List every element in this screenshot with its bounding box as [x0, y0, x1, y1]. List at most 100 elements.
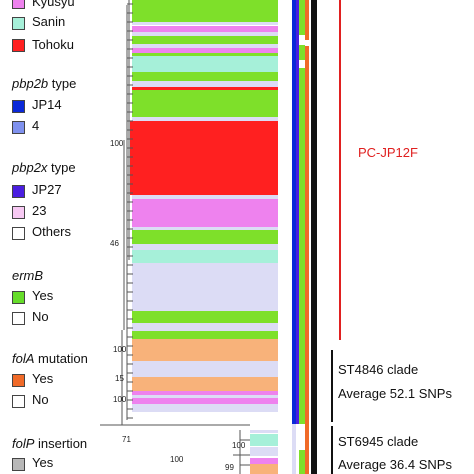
legend-swatch-kyusyu — [12, 0, 25, 9]
legend-label-ermb-yes: Yes — [32, 288, 54, 303]
column-gap — [305, 40, 309, 46]
legend-title-folp: folP insertion — [12, 436, 87, 451]
legend-label-pbp2x-jp27: JP27 — [32, 182, 62, 197]
legend-label-pbp2b-4: 4 — [32, 118, 40, 133]
legend-title-ermb-gene: ermB — [12, 268, 44, 283]
isolate-band — [132, 230, 278, 244]
isolate-band — [132, 250, 278, 263]
bootstrap-label: 71 — [122, 435, 131, 444]
isolate-band — [132, 56, 278, 72]
clade-column — [311, 0, 317, 424]
isolate-band — [130, 121, 278, 195]
isolate-band — [132, 301, 278, 311]
legend-title-pbp2x: pbp2x type — [12, 160, 76, 175]
isolate-band — [250, 464, 278, 474]
legend-title-pbp2x-rest: type — [47, 160, 76, 175]
clade-label-st4846-name: ST4846 clade — [338, 362, 419, 377]
clade-bar-st6945 — [331, 426, 333, 474]
legend-title-fola: folA mutation — [12, 351, 88, 366]
bootstrap-label: 15 — [115, 374, 124, 383]
isolate-band — [132, 48, 278, 53]
isolate-band — [132, 395, 278, 398]
isolate-band — [132, 277, 278, 301]
isolate-band — [132, 195, 278, 199]
isolate-band — [132, 339, 278, 361]
isolate-band — [132, 0, 278, 22]
clade-label-st6945-snps: Average 36.4 SNPs — [338, 457, 452, 472]
legend-title-pbp2b: pbp2b type — [12, 76, 76, 91]
legend-title-fola-rest: mutation — [34, 351, 88, 366]
legend-label-folp-yes: Yes — [32, 455, 54, 470]
pbp2x-column — [296, 0, 299, 424]
legend-label-pbp2x-23: 23 — [32, 203, 47, 218]
legend-label-tohoku: Tohoku — [32, 37, 74, 52]
isolate-band — [132, 199, 278, 227]
pbp2x-column-lower — [296, 424, 299, 474]
isolate-band — [132, 87, 278, 90]
isolate-band — [132, 90, 278, 95]
legend-swatch-folp-yes — [12, 458, 25, 471]
legend-title-pbp2b-rest: type — [48, 76, 77, 91]
bootstrap-labels: 100 46 100 15 100 71 100 100 99 — [110, 139, 246, 472]
isolate-band — [132, 377, 278, 391]
legend-label-pbp2x-others: Others — [32, 224, 72, 239]
legend-title-folp-gene: folP — [12, 436, 35, 451]
bootstrap-label: 100 — [113, 345, 127, 354]
fola-column — [305, 0, 309, 424]
isolate-band — [132, 117, 278, 121]
bootstrap-label: 46 — [110, 239, 119, 248]
legend-swatch-pbp2x-jp27 — [12, 185, 25, 198]
isolate-band — [132, 404, 278, 410]
isolate-band — [132, 323, 278, 331]
isolate-band — [132, 53, 278, 56]
legend-title-pbp2x-gene: pbp2x — [12, 160, 48, 175]
clade-bars — [331, 0, 341, 474]
isolate-band — [132, 311, 278, 323]
legend-label-fola-yes: Yes — [32, 371, 54, 386]
clade-column-lower — [311, 424, 317, 474]
legend-swatch-pbp2b-jp14 — [12, 100, 25, 113]
legend-label-sanin: Sanin — [32, 14, 66, 29]
legend-title-fola-gene: folA — [12, 351, 35, 366]
column-gap — [299, 35, 305, 45]
bootstrap-label: 100 — [232, 441, 246, 450]
isolate-band — [250, 430, 278, 433]
isolate-band — [132, 373, 278, 377]
isolate-band — [132, 263, 278, 267]
isolate-band — [132, 391, 278, 395]
legend-swatch-fola-no — [12, 395, 25, 408]
isolate-band — [132, 26, 278, 32]
clade-bar-pc-jp12f — [339, 0, 341, 340]
legend-title-pbp2b-gene: pbp2b — [12, 76, 49, 91]
legend-swatch-tohoku — [12, 39, 25, 52]
legend-swatch-pbp2x-others — [12, 227, 25, 240]
legend-swatch-fola-yes — [12, 374, 25, 387]
isolate-band — [132, 95, 278, 117]
legend-title-ermb: ermB — [12, 268, 43, 283]
tree-branches — [100, 0, 250, 474]
legend-label-kyusyu: Kyusyu — [32, 0, 75, 9]
pbp2b-column-lower — [292, 424, 296, 474]
isolate-band — [250, 434, 278, 446]
trait-columns — [292, 0, 317, 474]
ermb-column — [299, 0, 305, 424]
bootstrap-label: 99 — [225, 463, 234, 472]
clade-label-st6945-name: ST6945 clade — [338, 434, 419, 449]
isolate-band — [132, 44, 278, 48]
isolate-band — [132, 244, 278, 250]
isolate-band — [132, 331, 278, 339]
bootstrap-label: 100 — [113, 395, 127, 404]
legend-label-fola-no: No — [32, 392, 49, 407]
pbp2b-column — [292, 0, 296, 424]
legend-swatch-sanin — [12, 17, 25, 30]
isolate-bands — [130, 0, 278, 474]
clade-bar-st4846 — [331, 350, 333, 422]
fola-column-lower — [305, 424, 309, 474]
isolate-band — [250, 458, 278, 464]
legend-swatch-pbp2x-23 — [12, 206, 25, 219]
isolate-band — [250, 447, 278, 456]
column-gap — [299, 60, 305, 68]
isolate-band — [132, 81, 278, 87]
legend-label-ermb-no: No — [32, 309, 49, 324]
